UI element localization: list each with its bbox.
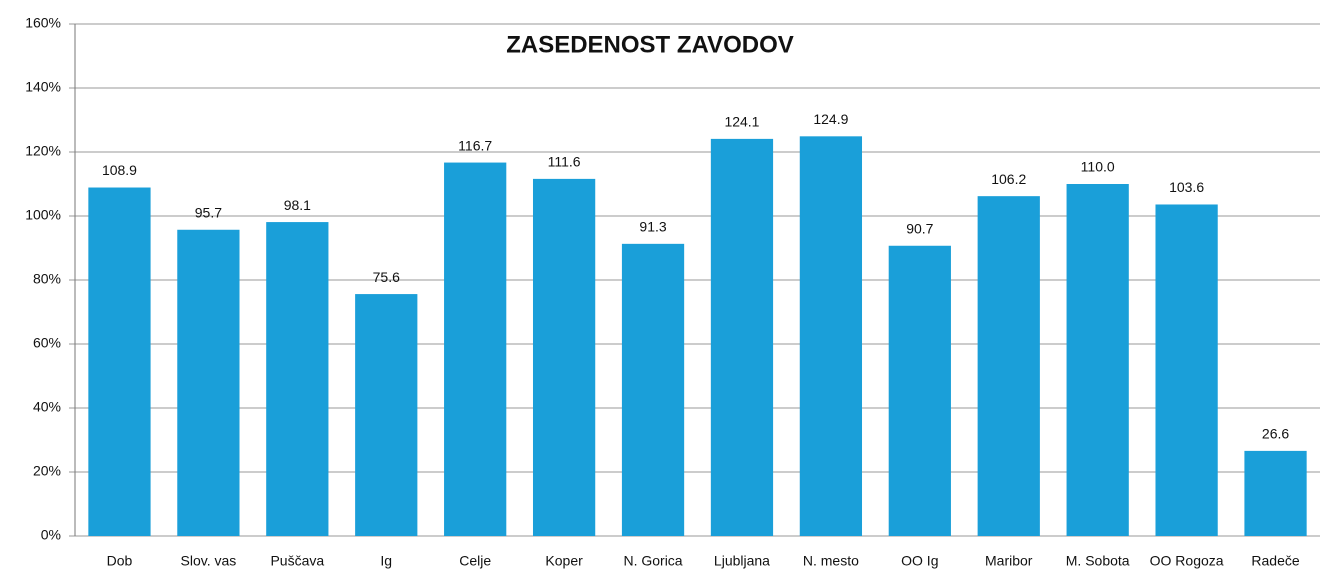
data-label: 103.6 [1169, 179, 1204, 195]
y-tick-label: 120% [25, 143, 61, 159]
bar [977, 196, 1040, 536]
data-label: 108.9 [102, 162, 137, 178]
bar [621, 243, 685, 536]
y-tick-label: 80% [33, 271, 61, 287]
bar [1066, 184, 1129, 536]
y-tick-label: 0% [41, 527, 61, 543]
y-tick-label: 100% [25, 207, 61, 223]
data-label: 98.1 [284, 197, 311, 213]
data-label: 26.6 [1262, 426, 1289, 442]
bar [710, 138, 774, 536]
bar [1244, 450, 1307, 536]
y-tick-label: 140% [25, 79, 61, 95]
bar [532, 178, 596, 536]
x-tick-label: Dob [107, 553, 133, 569]
data-label: 91.3 [639, 219, 666, 235]
x-tick-label: Radeče [1251, 553, 1299, 569]
bar [888, 245, 951, 536]
data-label: 106.2 [991, 171, 1026, 187]
x-tick-label: Ig [380, 553, 392, 569]
bar [177, 229, 240, 536]
data-label: 95.7 [195, 204, 222, 220]
bar [88, 187, 151, 536]
bar [355, 294, 418, 536]
x-tick-label: M. Sobota [1066, 553, 1130, 569]
bar [1155, 204, 1218, 537]
data-label: 75.6 [373, 269, 400, 285]
bar [444, 162, 507, 536]
y-tick-label: 20% [33, 463, 61, 479]
data-label: 90.7 [906, 220, 933, 236]
bar [266, 222, 329, 536]
data-label: 110.0 [1081, 159, 1115, 175]
x-tick-label: OO Ig [901, 553, 938, 569]
y-tick-label: 40% [33, 399, 61, 415]
y-tick-label: 60% [33, 335, 61, 351]
x-tick-label: Koper [545, 553, 583, 569]
bar [799, 136, 863, 536]
x-tick-label: N. Gorica [623, 553, 682, 569]
y-tick-label: 160% [25, 15, 61, 31]
x-tick-label: Celje [459, 553, 491, 569]
x-tick-label: Puščava [270, 553, 324, 569]
chart-title: ZASEDENOST ZAVODOV [506, 31, 794, 58]
x-tick-label: OO Rogoza [1150, 553, 1224, 569]
x-tick-label: N. mesto [803, 553, 859, 569]
data-label: 124.1 [724, 114, 759, 130]
x-tick-label: Maribor [985, 553, 1033, 569]
x-tick-label: Slov. vas [181, 553, 237, 569]
data-label: 116.7 [458, 137, 492, 153]
data-label: 124.9 [813, 111, 848, 127]
data-label: 111.6 [548, 154, 581, 170]
x-tick-label: Ljubljana [714, 553, 770, 569]
